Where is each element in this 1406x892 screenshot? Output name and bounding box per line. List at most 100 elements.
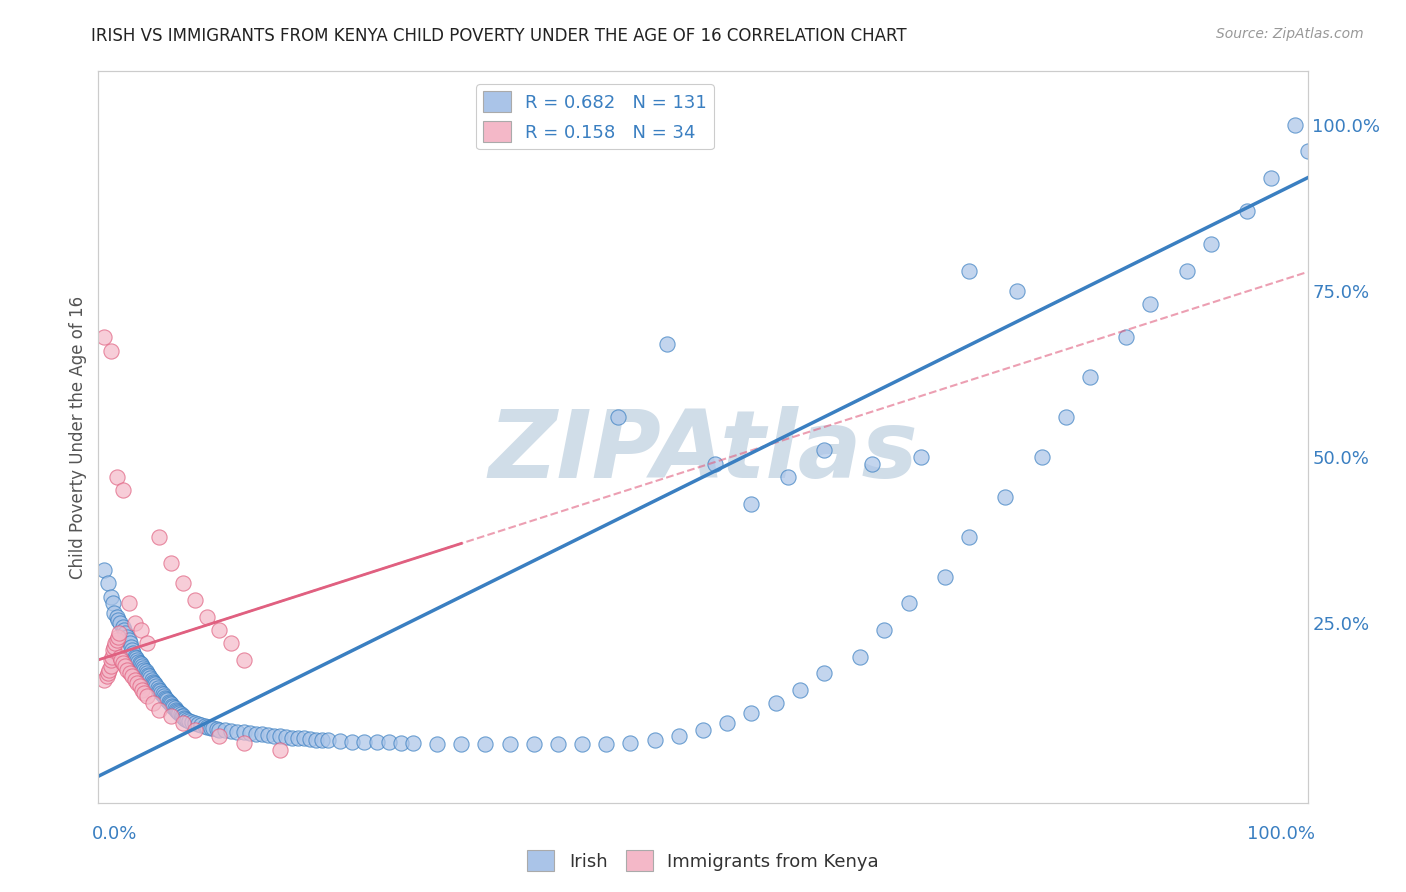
Point: [139, 671, 162, 685]
Point: [329, 734, 352, 748]
Point: [96, 669, 118, 683]
Point: [103, 640, 125, 654]
Point: [124, 649, 146, 664]
Point: [607, 410, 630, 425]
Point: [135, 666, 157, 681]
Point: [121, 669, 143, 683]
Point: [160, 698, 183, 712]
Point: [125, 650, 148, 665]
Point: [232, 725, 254, 739]
Point: [221, 723, 243, 738]
Point: [644, 732, 666, 747]
Point: [184, 593, 207, 607]
Point: [156, 693, 179, 707]
Point: [179, 714, 201, 728]
Point: [152, 687, 174, 701]
Point: [103, 607, 125, 621]
Point: [131, 659, 153, 673]
Point: [114, 659, 136, 673]
Point: [474, 737, 496, 751]
Point: [100, 653, 122, 667]
Point: [187, 717, 209, 731]
Point: [129, 657, 152, 672]
Point: [740, 497, 762, 511]
Point: [122, 646, 145, 660]
Point: [316, 733, 339, 747]
Point: [111, 619, 134, 633]
Point: [176, 713, 198, 727]
Point: [152, 690, 174, 704]
Point: [195, 609, 218, 624]
Point: [172, 709, 194, 723]
Point: [776, 470, 799, 484]
Point: [208, 729, 231, 743]
Point: [124, 673, 146, 687]
Point: [571, 737, 593, 751]
Point: [127, 655, 149, 669]
Point: [138, 669, 160, 683]
Point: [105, 609, 128, 624]
Point: [105, 632, 128, 647]
Point: [142, 674, 165, 689]
Point: [108, 626, 131, 640]
Point: [135, 690, 157, 704]
Point: [205, 722, 228, 736]
Point: [172, 716, 194, 731]
Point: [994, 490, 1017, 504]
Point: [274, 730, 297, 744]
Point: [200, 721, 222, 735]
Point: [146, 681, 169, 695]
Point: [101, 643, 124, 657]
Point: [159, 696, 181, 710]
Point: [180, 715, 202, 730]
Point: [104, 636, 127, 650]
Point: [450, 737, 472, 751]
Point: [117, 630, 139, 644]
Point: [128, 680, 150, 694]
Point: [245, 726, 267, 740]
Point: [100, 649, 122, 664]
Point: [226, 724, 249, 739]
Point: [269, 742, 291, 756]
Text: IRISH VS IMMIGRANTS FROM KENYA CHILD POVERTY UNDER THE AGE OF 16 CORRELATION CHA: IRISH VS IMMIGRANTS FROM KENYA CHILD POV…: [91, 27, 907, 45]
Point: [101, 596, 124, 610]
Point: [860, 457, 883, 471]
Point: [619, 736, 641, 750]
Point: [118, 636, 141, 650]
Point: [1260, 170, 1282, 185]
Point: [150, 686, 173, 700]
Point: [208, 723, 231, 737]
Point: [184, 716, 207, 731]
Point: [105, 470, 128, 484]
Point: [1078, 370, 1101, 384]
Point: [595, 737, 617, 751]
Point: [813, 666, 835, 681]
Point: [174, 712, 197, 726]
Point: [141, 673, 163, 687]
Point: [263, 729, 285, 743]
Point: [910, 450, 932, 464]
Point: [1115, 330, 1137, 344]
Point: [97, 666, 120, 681]
Point: [155, 692, 177, 706]
Point: [353, 734, 375, 748]
Point: [111, 656, 134, 670]
Point: [128, 656, 150, 670]
Point: [131, 682, 153, 697]
Point: [100, 659, 122, 673]
Point: [221, 636, 243, 650]
Point: [184, 723, 207, 737]
Point: [153, 690, 176, 705]
Point: [668, 729, 690, 743]
Point: [118, 666, 141, 681]
Point: [311, 732, 333, 747]
Point: [121, 643, 143, 657]
Point: [143, 676, 166, 690]
Point: [692, 723, 714, 737]
Point: [426, 737, 449, 751]
Point: [142, 696, 165, 710]
Point: [256, 728, 278, 742]
Point: [214, 723, 236, 738]
Legend: Irish, Immigrants from Kenya: Irish, Immigrants from Kenya: [520, 843, 886, 879]
Point: [250, 727, 273, 741]
